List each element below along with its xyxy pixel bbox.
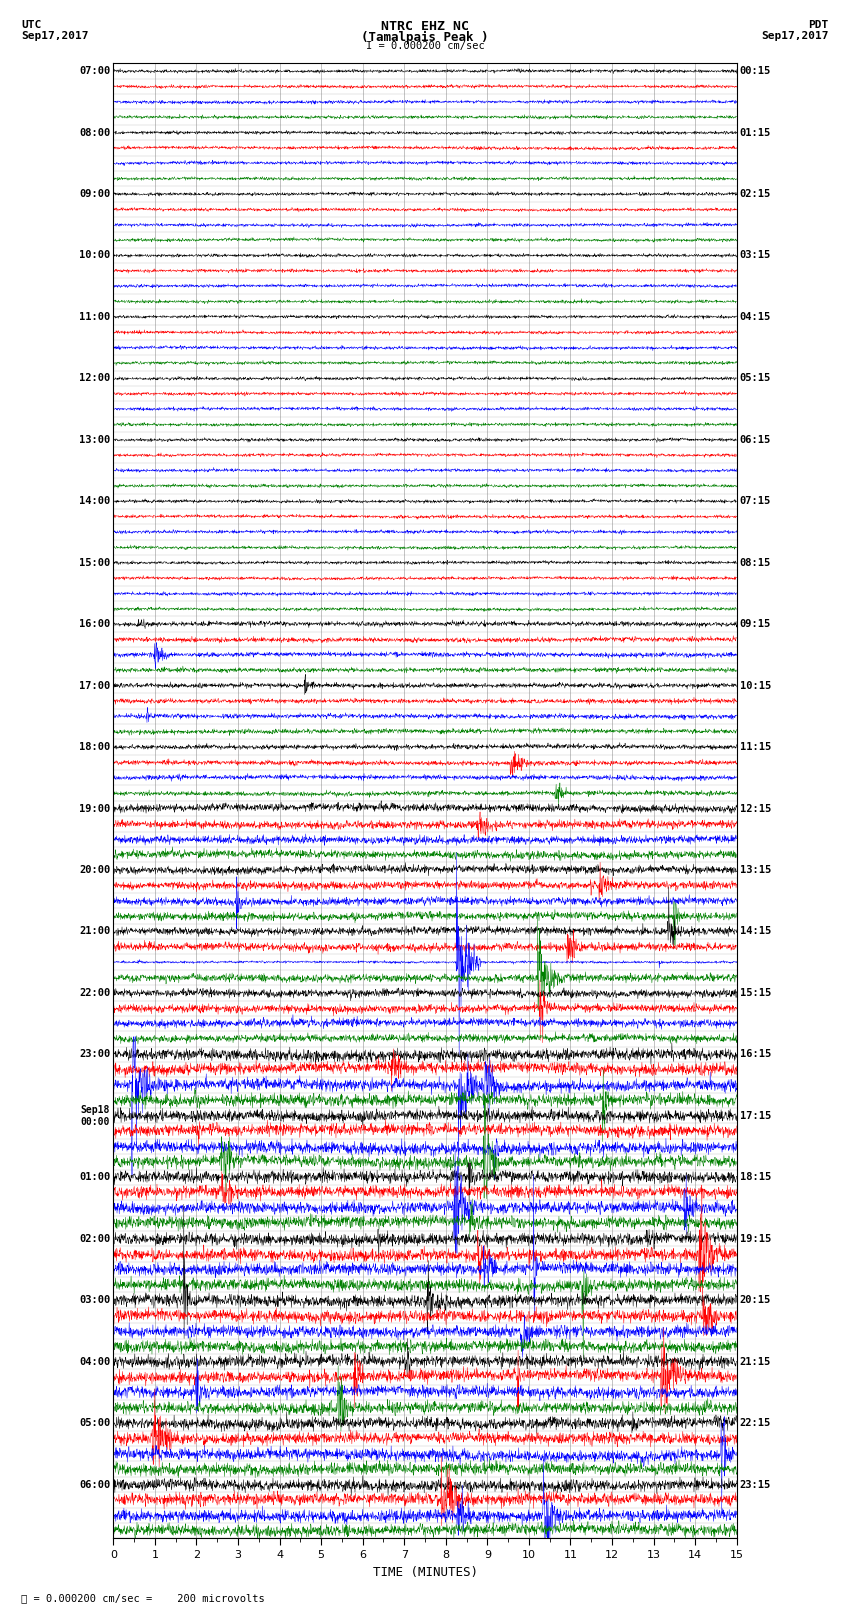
Text: 10:00: 10:00 xyxy=(79,250,110,260)
Text: 11:00: 11:00 xyxy=(79,311,110,323)
Text: 20:00: 20:00 xyxy=(79,865,110,874)
Text: 23:00: 23:00 xyxy=(79,1050,110,1060)
Text: PDT: PDT xyxy=(808,19,829,31)
Text: 02:15: 02:15 xyxy=(740,189,771,198)
Text: Sep17,2017: Sep17,2017 xyxy=(762,31,829,40)
Text: 20:15: 20:15 xyxy=(740,1295,771,1305)
Text: 14:00: 14:00 xyxy=(79,497,110,506)
Text: 17:00: 17:00 xyxy=(79,681,110,690)
Text: 04:00: 04:00 xyxy=(79,1357,110,1366)
Text: 15:15: 15:15 xyxy=(740,987,771,998)
Text: 18:00: 18:00 xyxy=(79,742,110,752)
Text: 07:00: 07:00 xyxy=(79,66,110,76)
Text: 06:15: 06:15 xyxy=(740,436,771,445)
Text: 18:15: 18:15 xyxy=(740,1173,771,1182)
Text: ⎳ = 0.000200 cm/sec =    200 microvolts: ⎳ = 0.000200 cm/sec = 200 microvolts xyxy=(21,1594,265,1603)
Text: 03:15: 03:15 xyxy=(740,250,771,260)
Text: 01:15: 01:15 xyxy=(740,127,771,137)
Text: 10:15: 10:15 xyxy=(740,681,771,690)
Text: 15:00: 15:00 xyxy=(79,558,110,568)
Text: 12:15: 12:15 xyxy=(740,803,771,813)
Text: 00:15: 00:15 xyxy=(740,66,771,76)
Text: NTRC EHZ NC: NTRC EHZ NC xyxy=(381,19,469,34)
Text: 17:15: 17:15 xyxy=(740,1111,771,1121)
Text: (Tamalpais Peak ): (Tamalpais Peak ) xyxy=(361,31,489,44)
Text: 11:15: 11:15 xyxy=(740,742,771,752)
X-axis label: TIME (MINUTES): TIME (MINUTES) xyxy=(372,1566,478,1579)
Text: Sep18
00:00: Sep18 00:00 xyxy=(81,1105,110,1126)
Text: 23:15: 23:15 xyxy=(740,1479,771,1489)
Text: 16:15: 16:15 xyxy=(740,1050,771,1060)
Text: 04:15: 04:15 xyxy=(740,311,771,323)
Text: UTC: UTC xyxy=(21,19,42,31)
Text: 05:15: 05:15 xyxy=(740,373,771,384)
Text: 09:00: 09:00 xyxy=(79,189,110,198)
Text: 13:15: 13:15 xyxy=(740,865,771,874)
Text: 21:15: 21:15 xyxy=(740,1357,771,1366)
Text: 16:00: 16:00 xyxy=(79,619,110,629)
Text: 13:00: 13:00 xyxy=(79,436,110,445)
Text: 02:00: 02:00 xyxy=(79,1234,110,1244)
Text: 01:00: 01:00 xyxy=(79,1173,110,1182)
Text: 19:00: 19:00 xyxy=(79,803,110,813)
Text: 12:00: 12:00 xyxy=(79,373,110,384)
Text: Sep17,2017: Sep17,2017 xyxy=(21,31,88,40)
Text: 22:00: 22:00 xyxy=(79,987,110,998)
Text: 19:15: 19:15 xyxy=(740,1234,771,1244)
Text: 22:15: 22:15 xyxy=(740,1418,771,1428)
Text: 05:00: 05:00 xyxy=(79,1418,110,1428)
Text: 03:00: 03:00 xyxy=(79,1295,110,1305)
Text: 08:15: 08:15 xyxy=(740,558,771,568)
Text: 08:00: 08:00 xyxy=(79,127,110,137)
Text: 07:15: 07:15 xyxy=(740,497,771,506)
Text: 06:00: 06:00 xyxy=(79,1479,110,1489)
Text: 14:15: 14:15 xyxy=(740,926,771,937)
Text: 21:00: 21:00 xyxy=(79,926,110,937)
Text: I = 0.000200 cm/sec: I = 0.000200 cm/sec xyxy=(366,40,484,52)
Text: 09:15: 09:15 xyxy=(740,619,771,629)
